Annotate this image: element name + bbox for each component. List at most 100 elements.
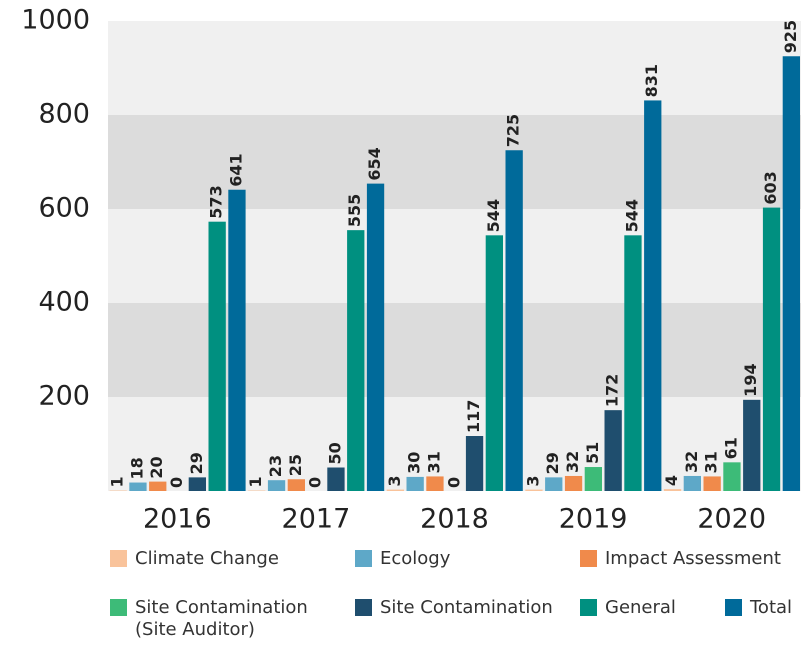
legend-swatch [580, 599, 597, 616]
data-label: 117 [464, 400, 483, 433]
data-label: 0 [167, 477, 186, 488]
legend-label: Site Contamination [380, 597, 553, 618]
bar [663, 489, 682, 491]
data-label: 3 [385, 475, 404, 486]
bar [327, 467, 345, 491]
bar [129, 482, 147, 491]
data-label: 29 [543, 452, 562, 474]
legend-label: Impact Assessment [605, 548, 781, 569]
y-tick-label: 200 [38, 381, 90, 412]
legend-item: Ecology [355, 548, 450, 570]
bar [347, 230, 365, 491]
data-label: 172 [603, 374, 622, 407]
data-label: 1 [246, 476, 265, 487]
data-label: 50 [325, 442, 344, 464]
data-label: 603 [761, 171, 780, 204]
legend-item: Site Contamination (Site Auditor) [110, 597, 335, 641]
bar [604, 410, 622, 491]
y-tick-label: 600 [38, 193, 90, 224]
data-label: 573 [207, 185, 226, 218]
bar [683, 475, 701, 491]
data-label: 654 [365, 147, 384, 180]
y-tick-label: 1000 [21, 5, 90, 36]
data-label: 641 [226, 153, 245, 186]
data-label: 32 [563, 451, 582, 473]
bar [525, 489, 543, 491]
legend-label: Ecology [380, 548, 451, 569]
bar [386, 489, 404, 491]
data-label: 30 [405, 452, 424, 474]
x-tick-label: 2019 [559, 504, 628, 535]
legend-swatch [355, 599, 372, 616]
data-label: 194 [741, 363, 760, 396]
x-tick-label: 2018 [420, 504, 489, 535]
x-tick-label: 2020 [697, 504, 766, 535]
legend-swatch [725, 599, 742, 616]
bar [188, 477, 206, 491]
data-label: 555 [345, 194, 364, 227]
legend-swatch [110, 599, 127, 616]
data-label: 0 [444, 477, 463, 488]
legend-label: Site Contamination (Site Auditor) [135, 597, 308, 640]
bar [743, 399, 761, 491]
data-label: 20 [147, 456, 166, 478]
bar [723, 462, 741, 491]
bar [644, 100, 662, 492]
legend-swatch [110, 550, 127, 567]
bar [267, 480, 286, 491]
grid-band [108, 115, 801, 209]
data-label: 32 [682, 451, 701, 473]
x-tick-label: 2016 [143, 504, 212, 535]
legend-label: Total [750, 597, 793, 618]
bar [762, 207, 781, 491]
bar [406, 476, 424, 491]
bar [703, 476, 721, 491]
data-label: 18 [127, 457, 146, 479]
data-label: 25 [286, 454, 305, 476]
data-label: 31 [424, 451, 443, 473]
bar [505, 150, 523, 491]
legend-item: Site Contamination [355, 597, 553, 619]
grid-band [108, 21, 801, 115]
bar [624, 235, 642, 491]
data-label: 544 [622, 199, 641, 232]
data-label: 725 [504, 114, 523, 147]
data-label: 925 [781, 20, 800, 53]
bar [564, 475, 583, 491]
bar [366, 183, 385, 491]
bar [287, 479, 305, 491]
data-label: 831 [642, 64, 661, 97]
legend-label: Climate Change [135, 548, 279, 569]
data-label: 51 [583, 442, 602, 464]
bar [149, 481, 167, 491]
legend-item: Climate Change [110, 548, 279, 570]
y-tick-label: 400 [38, 287, 90, 318]
legend-item: General [580, 597, 676, 619]
legend-label: General [605, 597, 676, 618]
data-label: 23 [266, 455, 285, 477]
bar [426, 476, 444, 491]
y-tick-label: 800 [38, 99, 90, 130]
bar [782, 56, 800, 491]
bar [545, 477, 563, 491]
x-tick-label: 2017 [282, 504, 351, 535]
data-label: 544 [484, 199, 503, 232]
bar [208, 221, 226, 491]
data-label: 1 [108, 476, 127, 487]
data-label: 29 [187, 452, 206, 474]
data-label: 0 [306, 477, 325, 488]
data-label: 31 [702, 451, 721, 473]
legend-item: Impact Assessment [580, 548, 781, 570]
data-label: 61 [721, 437, 740, 459]
legend-swatch [580, 550, 597, 567]
legend-swatch [355, 550, 372, 567]
bar [485, 235, 503, 491]
data-label: 4 [662, 475, 681, 486]
bar [465, 436, 484, 491]
bar [228, 189, 246, 492]
bar [584, 467, 602, 491]
data-label: 3 [523, 475, 542, 486]
legend-item: Total [725, 597, 792, 619]
